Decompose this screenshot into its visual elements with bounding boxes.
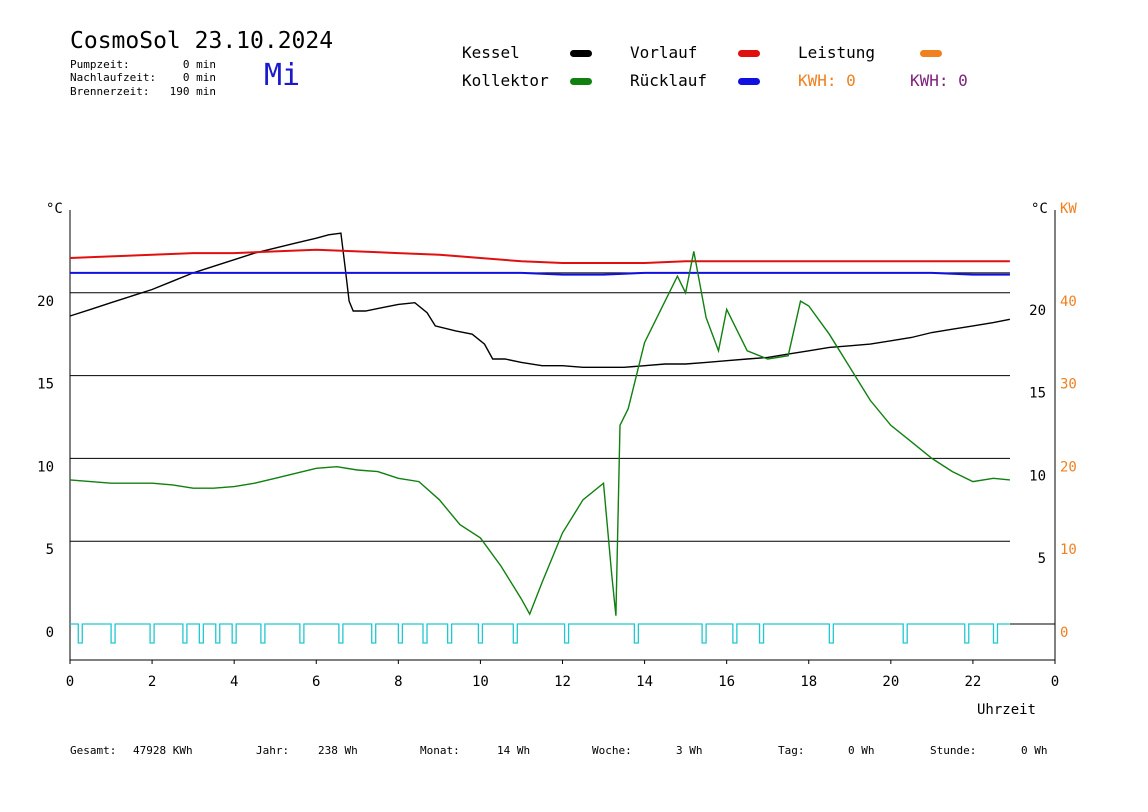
y-right-power-tick-label-40: 40 <box>1060 294 1077 310</box>
x-axis-label: Uhrzeit <box>977 702 1036 718</box>
series-line-pump <box>70 623 1010 644</box>
x-tick-label-5: 10 <box>472 674 489 690</box>
stat-value-nachlaufzeit: 0 min <box>182 71 216 84</box>
x-tick-label-12: 0 <box>1051 674 1059 690</box>
x-tick-label-0: 0 <box>66 674 74 690</box>
y-left-tick-label-0: 0 <box>46 625 54 641</box>
series-line-rücklauf <box>70 271 1010 276</box>
y-right-temp-tick-label-5: 5 <box>1038 551 1046 567</box>
footer-label-woche: Woche: <box>592 744 632 757</box>
y-right-power-tick-label-0: 0 <box>1060 625 1068 641</box>
y-right-power-tick-label-10: 10 <box>1060 542 1077 558</box>
chart-title: CosmoSol 23.10.2024 <box>70 28 334 54</box>
y-left-tick-label-10: 10 <box>37 459 54 475</box>
kwh-total: KWH: 0 <box>910 71 968 90</box>
stat-label-pumpzeit: Pumpzeit: <box>70 58 130 71</box>
x-tick-label-7: 14 <box>636 674 653 690</box>
series-line-vorlauf <box>69 248 1010 264</box>
legend-swatch-kollektor <box>570 78 592 85</box>
y-left-tick-label-15: 15 <box>37 377 54 393</box>
series-line-kollektor <box>69 251 1010 616</box>
legend-swatch-kessel <box>570 50 592 57</box>
footer-label-monat: Monat: <box>420 744 460 757</box>
stat-value-pumpzeit: 0 min <box>182 58 216 71</box>
stat-label-nachlaufzeit: Nachlaufzeit: <box>70 71 157 84</box>
x-tick-label-6: 12 <box>554 674 571 690</box>
footer-value-jahr: 238 Wh <box>318 744 358 757</box>
stat-value-brennerzeit: 190 min <box>169 85 216 98</box>
footer-label-jahr: Jahr: <box>256 744 290 757</box>
x-tick-label-4: 8 <box>394 674 402 690</box>
y-right-power-tick-label-30: 30 <box>1060 377 1077 393</box>
legend-label-kessel: Kessel <box>462 43 520 62</box>
y-left-tick-label-5: 5 <box>46 542 54 558</box>
y-right-power-tick-label-20: 20 <box>1060 459 1077 475</box>
y-axis-label-right-power: KW <box>1060 201 1077 217</box>
x-tick-label-8: 16 <box>718 674 735 690</box>
footer-value-gesamt: 47928 KWh <box>133 744 193 757</box>
y-right-temp-tick-label-10: 10 <box>1029 468 1046 484</box>
x-tick-label-9: 18 <box>800 674 817 690</box>
footer-value-stunde: 0 Wh <box>1021 744 1048 757</box>
x-tick-label-3: 6 <box>312 674 320 690</box>
footer-value-woche: 3 Wh <box>676 744 703 757</box>
y-axis-label-right-temp: °C <box>1031 201 1048 217</box>
legend-swatch-ruecklauf <box>738 78 760 85</box>
x-tick-label-1: 2 <box>148 674 156 690</box>
legend-label-leistung: Leistung <box>798 43 876 62</box>
stat-label-brennerzeit: Brennerzeit: <box>70 85 150 98</box>
series-line-kessel <box>69 232 1011 368</box>
legend-label-kollektor: Kollektor <box>462 71 549 90</box>
legend-label-ruecklauf: Rücklauf <box>630 71 708 90</box>
footer-label-tag: Tag: <box>778 744 805 757</box>
footer-value-monat: 14 Wh <box>497 744 531 757</box>
footer-value-tag: 0 Wh <box>848 744 875 757</box>
footer-label-stunde: Stunde: <box>930 744 977 757</box>
footer-label-gesamt: Gesamt: <box>70 744 117 757</box>
legend-label-vorlauf: Vorlauf <box>630 43 698 62</box>
kwh-leistung: KWH: 0 <box>798 71 856 90</box>
legend-swatch-vorlauf <box>738 50 760 57</box>
y-right-temp-tick-label-15: 15 <box>1029 386 1046 402</box>
y-axis-label-left: °C <box>46 201 63 217</box>
y-left-tick-label-20: 20 <box>37 294 54 310</box>
x-tick-label-10: 20 <box>882 674 899 690</box>
x-tick-label-2: 4 <box>230 674 238 690</box>
legend-swatch-leistung <box>920 50 942 57</box>
y-right-temp-tick-label-20: 20 <box>1029 303 1046 319</box>
weekday-label: Mi <box>264 58 301 93</box>
x-tick-label-11: 22 <box>964 674 981 690</box>
